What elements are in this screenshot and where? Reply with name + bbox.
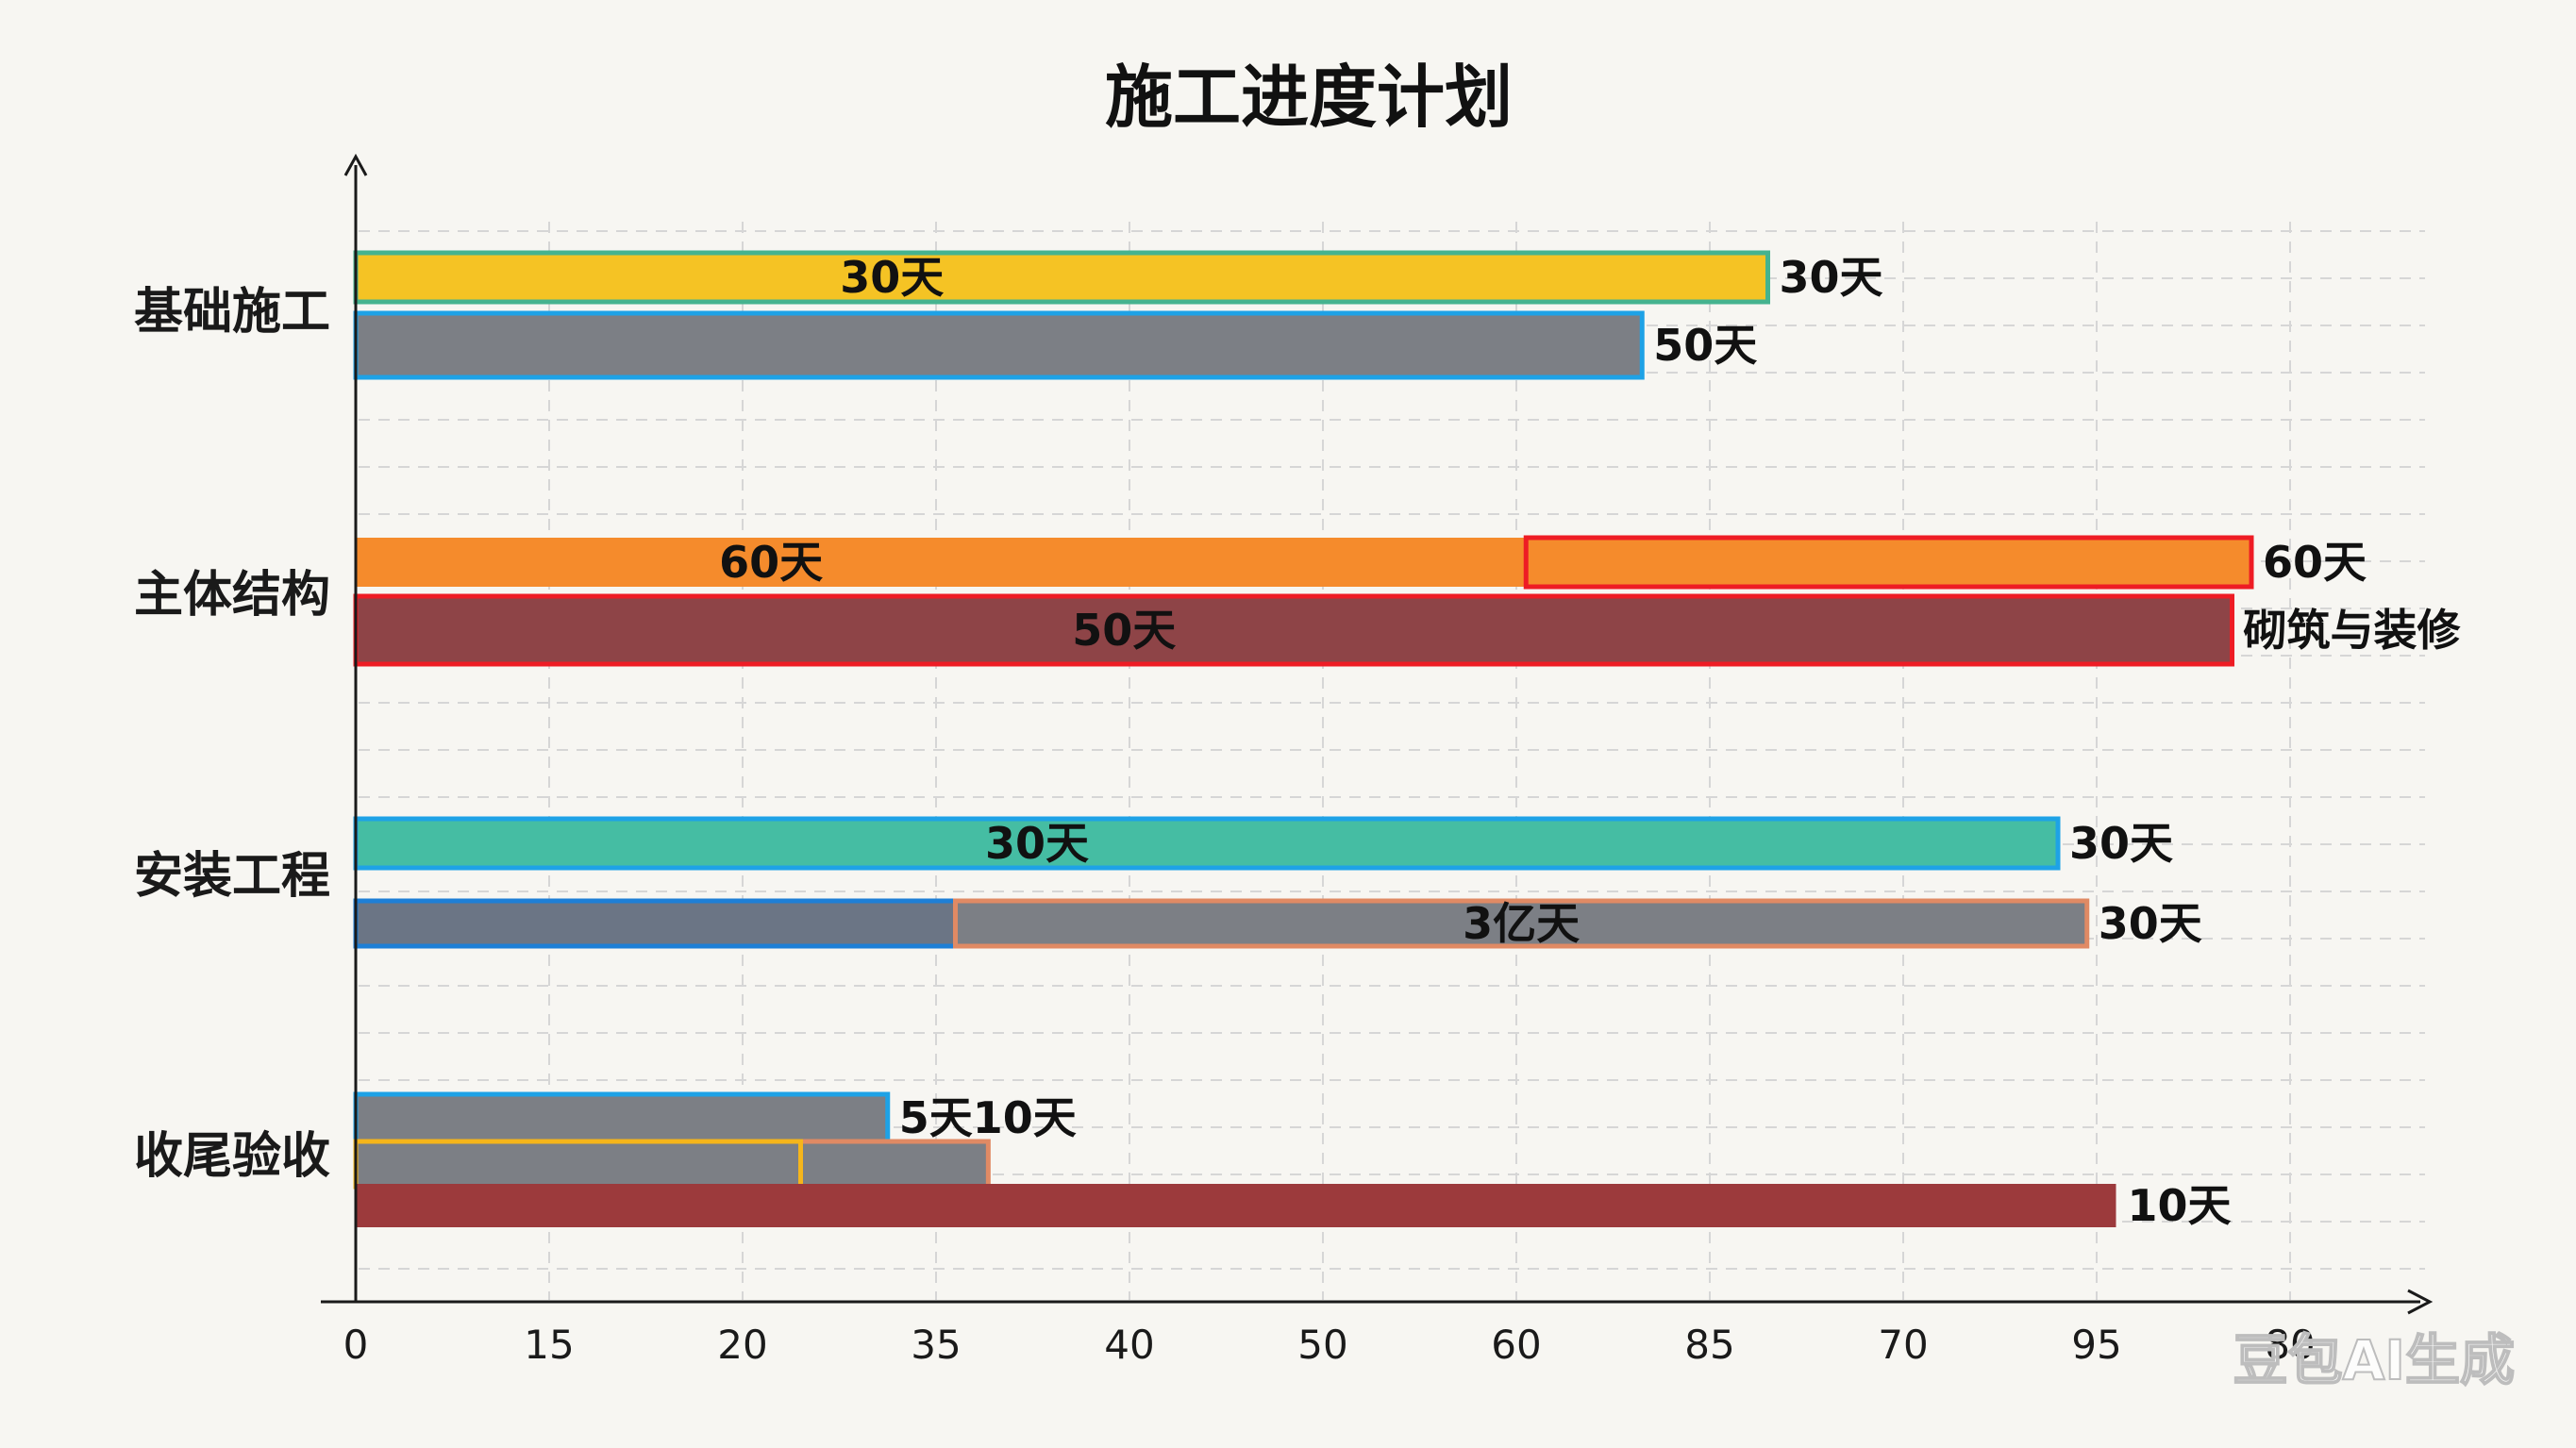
x-tick-labels: 0 15 20 35 40 50 60 85 70 95 80 bbox=[343, 1322, 2316, 1368]
bar-end-label: 砌筑与装修 bbox=[2244, 605, 2462, 656]
x-tick-label: 70 bbox=[1878, 1322, 1928, 1368]
watermark-text: 豆包AI生成 bbox=[2233, 1328, 2515, 1392]
x-tick-label: 95 bbox=[2071, 1322, 2121, 1368]
bar-end-label: 50天 bbox=[1653, 320, 1757, 371]
bar bbox=[356, 538, 1527, 587]
bar bbox=[953, 898, 2090, 949]
bars bbox=[353, 250, 2254, 1227]
bar bbox=[353, 1139, 803, 1190]
bar-end-label: 5天10天 bbox=[899, 1092, 1077, 1143]
axes bbox=[321, 153, 2434, 1315]
bar bbox=[353, 1091, 891, 1144]
bar bbox=[353, 593, 2234, 667]
bar bbox=[1523, 535, 2254, 590]
x-tick-label: 15 bbox=[524, 1322, 574, 1368]
category-label: 安装工程 bbox=[134, 848, 330, 905]
bar-end-label: 10天 bbox=[2128, 1180, 2232, 1231]
bar bbox=[353, 816, 2061, 871]
bar bbox=[353, 898, 958, 949]
bar-inner-label: 3亿天 bbox=[1463, 898, 1580, 949]
bar-end-label: 30天 bbox=[1780, 252, 1883, 303]
bar bbox=[353, 310, 1645, 380]
x-tick-label: 50 bbox=[1297, 1322, 1347, 1368]
bar bbox=[353, 250, 1770, 305]
x-tick-label: 35 bbox=[911, 1322, 961, 1368]
y-axis-arrow bbox=[343, 153, 368, 176]
bar-inner-label: 30天 bbox=[840, 252, 944, 303]
x-tick-label: 40 bbox=[1104, 1322, 1154, 1368]
bar-end-label: 30天 bbox=[2099, 898, 2202, 949]
category-label: 收尾验收 bbox=[134, 1128, 330, 1185]
bar-end-label: 30天 bbox=[2069, 818, 2173, 869]
category-label: 主体结构 bbox=[134, 567, 330, 624]
bar-end-label: 60天 bbox=[2263, 537, 2367, 588]
x-axis-arrow bbox=[2407, 1289, 2434, 1315]
x-tick-label: 85 bbox=[1684, 1322, 1734, 1368]
x-tick-label: 20 bbox=[717, 1322, 767, 1368]
x-tick-label: 80 bbox=[2265, 1322, 2315, 1368]
chart-title: 施工进度计划 bbox=[1105, 58, 1513, 137]
x-tick-label: 0 bbox=[343, 1322, 369, 1368]
bar-inner-label: 30天 bbox=[985, 818, 1089, 869]
x-tick-label: 60 bbox=[1491, 1322, 1541, 1368]
bar-inner-label: 50天 bbox=[1072, 605, 1176, 656]
category-label: 基础施工 bbox=[134, 284, 330, 341]
bar bbox=[356, 1184, 2116, 1227]
bar-inner-label: 60天 bbox=[719, 537, 823, 588]
